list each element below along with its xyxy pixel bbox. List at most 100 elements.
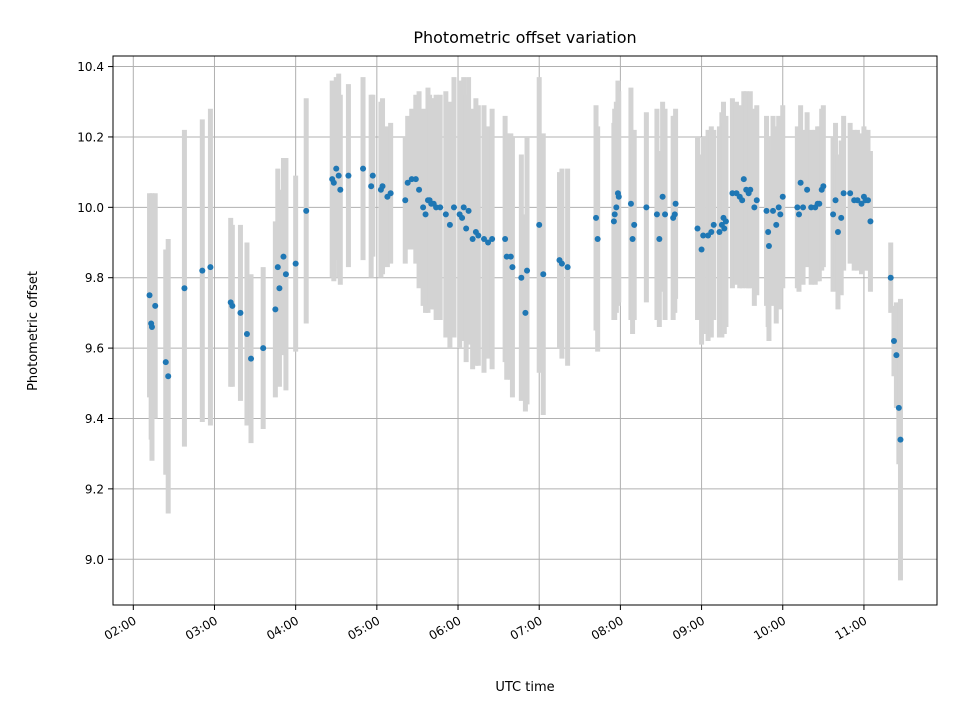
data-point bbox=[858, 200, 865, 207]
data-point bbox=[887, 274, 894, 281]
data-point bbox=[564, 264, 571, 271]
data-point bbox=[659, 193, 666, 200]
data-point bbox=[522, 309, 529, 316]
data-point bbox=[672, 200, 679, 207]
data-point bbox=[507, 253, 514, 260]
data-point bbox=[830, 211, 837, 218]
data-point bbox=[558, 260, 565, 267]
data-point bbox=[627, 200, 634, 207]
data-point bbox=[437, 204, 444, 211]
data-point bbox=[895, 404, 902, 411]
data-point bbox=[422, 211, 429, 218]
data-point bbox=[593, 214, 600, 221]
data-point bbox=[207, 264, 214, 271]
data-point bbox=[165, 373, 172, 380]
data-point bbox=[412, 176, 419, 183]
y-tick-label: 10.4 bbox=[77, 60, 104, 74]
data-point bbox=[303, 207, 310, 214]
data-point bbox=[509, 264, 516, 271]
data-point bbox=[629, 236, 636, 242]
data-point bbox=[524, 267, 531, 274]
data-point bbox=[765, 228, 772, 235]
data-point bbox=[832, 197, 839, 204]
data-point bbox=[485, 239, 492, 246]
data-point bbox=[330, 179, 337, 186]
data-point bbox=[773, 221, 780, 228]
data-point bbox=[615, 193, 622, 200]
data-point bbox=[751, 204, 758, 211]
data-point bbox=[777, 211, 784, 218]
data-point bbox=[610, 218, 617, 225]
axes-frame bbox=[112, 55, 938, 606]
data-point bbox=[459, 214, 466, 221]
data-point bbox=[237, 309, 244, 316]
data-point bbox=[475, 232, 482, 239]
data-point bbox=[643, 204, 650, 211]
data-point bbox=[162, 359, 169, 366]
data-point bbox=[834, 228, 841, 235]
data-point bbox=[379, 183, 386, 190]
data-point bbox=[450, 204, 457, 211]
y-tick-label: 10.0 bbox=[77, 201, 104, 215]
data-point bbox=[708, 228, 715, 235]
data-point bbox=[740, 176, 747, 183]
data-point bbox=[337, 186, 344, 193]
data-point bbox=[631, 221, 638, 228]
y-tick-label: 9.0 bbox=[85, 553, 104, 567]
data-point bbox=[368, 183, 375, 190]
data-point bbox=[463, 225, 470, 232]
data-point bbox=[800, 204, 807, 211]
data-point bbox=[335, 172, 342, 179]
data-point bbox=[722, 218, 729, 225]
data-point bbox=[840, 190, 847, 197]
data-point bbox=[854, 197, 861, 204]
data-point bbox=[181, 285, 188, 292]
data-point bbox=[797, 179, 804, 186]
data-point bbox=[536, 221, 543, 228]
data-point bbox=[710, 221, 717, 228]
data-point bbox=[864, 197, 871, 204]
data-point bbox=[148, 323, 155, 330]
data-point bbox=[260, 345, 267, 352]
y-tick-label: 10.2 bbox=[77, 130, 104, 144]
data-point bbox=[700, 232, 707, 239]
data-point bbox=[465, 207, 472, 214]
data-point bbox=[721, 225, 728, 232]
data-point bbox=[469, 236, 476, 242]
data-point bbox=[489, 236, 496, 242]
data-point bbox=[272, 306, 279, 313]
data-point bbox=[747, 186, 754, 193]
data-point bbox=[229, 302, 236, 309]
data-point bbox=[698, 246, 705, 253]
data-point bbox=[146, 292, 153, 299]
data-point bbox=[420, 204, 427, 211]
data-point bbox=[893, 352, 900, 359]
data-point bbox=[804, 186, 811, 193]
data-point bbox=[243, 331, 250, 338]
data-point bbox=[594, 236, 601, 242]
data-point bbox=[897, 436, 904, 443]
data-points bbox=[146, 165, 904, 443]
data-point bbox=[656, 236, 663, 242]
y-axis-label: Photometric offset bbox=[26, 271, 41, 391]
data-point bbox=[765, 243, 772, 250]
data-point bbox=[795, 211, 802, 218]
data-point bbox=[387, 190, 394, 197]
data-point bbox=[360, 165, 367, 172]
data-point bbox=[446, 221, 453, 228]
data-point bbox=[280, 253, 287, 260]
data-point bbox=[613, 204, 620, 211]
data-point bbox=[671, 211, 678, 218]
data-point bbox=[775, 204, 782, 211]
data-point bbox=[739, 197, 746, 204]
data-point bbox=[794, 204, 801, 211]
data-point bbox=[716, 228, 723, 235]
data-point bbox=[779, 193, 786, 200]
data-point bbox=[152, 302, 159, 309]
data-point bbox=[694, 225, 701, 232]
data-point bbox=[333, 165, 340, 172]
y-tick-label: 9.6 bbox=[85, 342, 104, 356]
y-tick-label: 9.8 bbox=[85, 271, 104, 285]
data-point bbox=[867, 218, 874, 225]
data-point bbox=[416, 186, 423, 193]
